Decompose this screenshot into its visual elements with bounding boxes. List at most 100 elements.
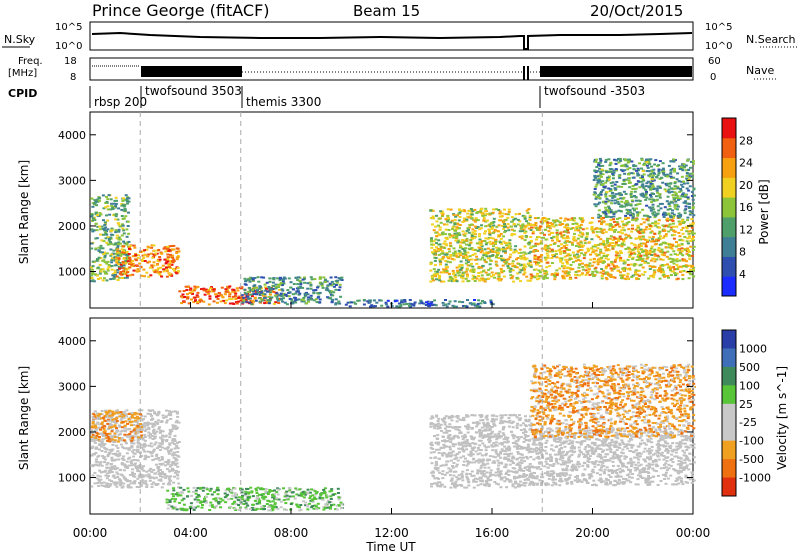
echo-cell	[141, 474, 144, 477]
echo-cell	[597, 220, 601, 223]
echo-cell	[539, 271, 543, 274]
echo-cell	[627, 234, 630, 237]
echo-cell	[560, 234, 564, 237]
echo-cell	[122, 459, 126, 461]
echo-cell	[673, 205, 677, 208]
echo-cell	[642, 242, 646, 245]
echo-cell	[265, 281, 269, 284]
echo-cell	[593, 228, 597, 231]
echo-cell	[216, 297, 220, 300]
echo-cell	[102, 277, 106, 280]
echo-cell	[436, 249, 440, 252]
echo-cell	[270, 296, 274, 299]
echo-cell	[91, 265, 95, 268]
echo-cell	[567, 274, 571, 277]
echo-cell	[648, 216, 652, 219]
echo-cell	[649, 172, 653, 175]
echo-cell	[122, 439, 126, 442]
echo-cell	[492, 274, 495, 277]
echo-cell	[580, 244, 584, 247]
echo-cell	[609, 224, 613, 227]
echo-cell	[251, 289, 254, 292]
echo-cell	[680, 175, 684, 178]
echo-cell	[656, 239, 660, 242]
echo-cell	[240, 296, 244, 298]
echo-cell	[614, 188, 618, 191]
echo-cell	[579, 231, 583, 234]
echo-cell	[101, 426, 104, 429]
echo-cell	[282, 499, 286, 502]
echo-cell	[254, 299, 258, 302]
echo-cell	[600, 275, 604, 277]
echo-cell	[650, 254, 654, 256]
echo-cell	[104, 420, 108, 422]
echo-cell	[115, 213, 119, 216]
echo-cell	[657, 219, 661, 222]
echo-cell	[611, 172, 615, 175]
echo-cell	[681, 278, 685, 281]
echo-cell	[121, 227, 125, 230]
echo-cell	[282, 282, 286, 285]
echo-cell	[521, 214, 525, 217]
echo-cell	[193, 285, 197, 288]
echo-cell	[643, 242, 647, 245]
echo-cell	[639, 245, 643, 248]
echo-cell	[536, 272, 539, 275]
echo-cell	[453, 218, 457, 221]
echo-cell	[531, 230, 535, 233]
echo-cell	[609, 162, 613, 165]
echo-cell	[469, 239, 473, 241]
echo-cell	[673, 196, 677, 199]
echo-cell	[101, 455, 105, 458]
echo-cell	[614, 241, 618, 244]
nsky-label: N.Sky	[4, 33, 36, 46]
echo-cell	[277, 302, 281, 304]
echo-cell	[107, 239, 111, 242]
echo-cell	[272, 285, 275, 287]
echo-cell	[440, 215, 444, 218]
echo-cell	[237, 296, 241, 299]
echo-cell	[165, 268, 169, 271]
echo-cell	[462, 241, 466, 244]
echo-cell	[108, 414, 112, 417]
echo-cell	[529, 250, 533, 253]
echo-cell	[165, 247, 169, 250]
echo-cell	[691, 223, 695, 226]
echo-cell	[669, 177, 673, 180]
echo-cell	[598, 167, 602, 170]
echo-cell	[692, 266, 696, 269]
echo-cell	[114, 202, 118, 205]
echo-cell	[434, 231, 438, 234]
echo-cell	[510, 234, 514, 237]
nsky-tick-bottom: 10^0	[55, 41, 82, 52]
echo-cell	[680, 270, 684, 273]
echo-cell	[578, 243, 582, 246]
echo-cell	[671, 194, 675, 196]
echo-cell	[616, 198, 620, 201]
echo-cell	[120, 215, 124, 217]
echo-cell	[131, 273, 135, 276]
echo-cell	[688, 251, 691, 253]
echo-cell	[479, 251, 483, 254]
echo-cell	[518, 220, 522, 223]
echo-cell	[105, 200, 109, 203]
echo-cell	[162, 416, 166, 419]
echo-cell	[125, 243, 129, 246]
echo-cell	[91, 421, 95, 424]
echo-cell	[160, 275, 164, 278]
echo-cell	[93, 414, 97, 417]
echo-cell	[425, 301, 428, 304]
echo-cell	[649, 158, 653, 161]
echo-cell	[652, 276, 656, 279]
echo-cell	[288, 291, 292, 294]
echo-cell	[275, 295, 279, 298]
echo-cell	[100, 440, 104, 443]
echo-cell	[372, 299, 376, 302]
echo-cell	[657, 170, 661, 173]
echo-cell	[644, 194, 648, 197]
echo-cell	[139, 451, 142, 454]
echo-cell	[449, 254, 453, 256]
echo-cell	[166, 468, 169, 471]
echo-cell	[606, 215, 610, 218]
echo-cell	[99, 277, 102, 280]
